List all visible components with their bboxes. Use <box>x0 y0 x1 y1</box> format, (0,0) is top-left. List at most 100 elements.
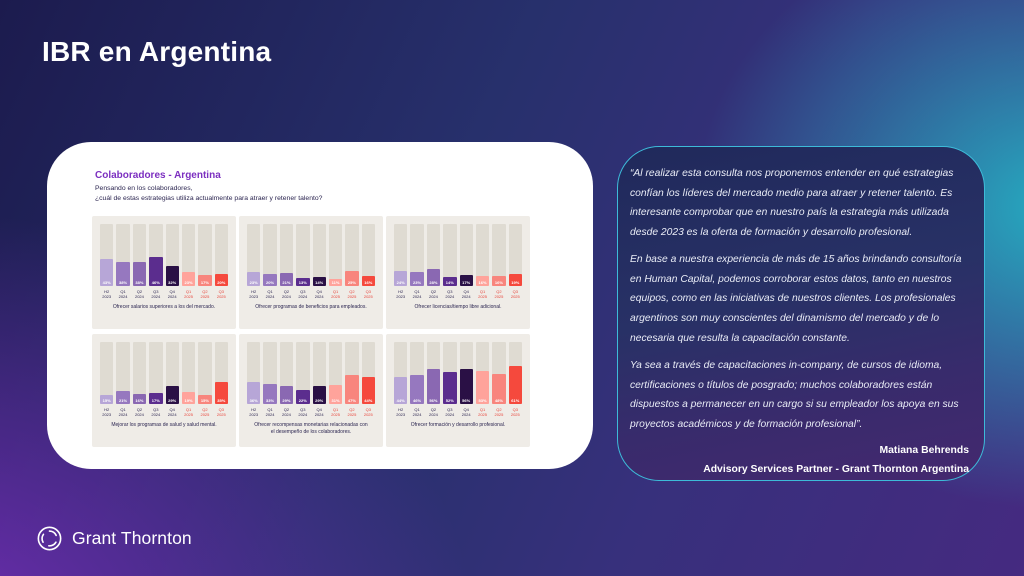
bar: 53% <box>475 371 490 404</box>
bar: 16% <box>492 276 506 286</box>
bar-value-label: 47% <box>347 398 356 403</box>
x-axis-label: Q4 2024 <box>461 407 471 417</box>
bar: 44% <box>394 376 408 404</box>
bar: 23% <box>181 271 196 286</box>
bar: 23% <box>410 271 424 286</box>
bar-track: 43% <box>100 224 114 286</box>
bar-track: 13% <box>296 224 310 286</box>
bar-value-label: 48% <box>494 398 503 403</box>
panel-subtitle-line1: Pensando en los colaboradores, <box>95 185 193 192</box>
bar-track: 15% <box>198 342 212 404</box>
bar: 20% <box>214 273 228 286</box>
bar: 19% <box>181 392 196 404</box>
bar-track: 56% <box>426 342 441 404</box>
charts-grid: 43% 38% 38% 46% 32% 23% 17% 20% H2 2023 Q1 2024 Q2 20… <box>92 216 530 447</box>
x-axis-label: Q2 2025 <box>494 407 504 417</box>
bar: 46% <box>410 375 424 404</box>
x-axis-label: Q3 2024 <box>151 407 161 417</box>
bar-value-label: 28% <box>429 280 438 285</box>
x-axis-label: Q3 2024 <box>298 407 308 417</box>
bar: 56% <box>426 369 441 404</box>
bar: 15% <box>198 394 212 404</box>
bar-value-label: 15% <box>200 398 209 403</box>
bar-track: 52% <box>443 342 457 404</box>
quote-author-role: Advisory Services Partner - Grant Thornt… <box>703 463 969 475</box>
bar-value-label: 46% <box>413 398 422 403</box>
bar-track: 19% <box>508 224 522 286</box>
bar: 21% <box>116 390 130 404</box>
bar: 29% <box>312 386 326 404</box>
x-axis-label: Q3 2025 <box>216 289 226 299</box>
x-axis-labels: H2 2023 Q1 2024 Q2 2024 Q3 2024 Q4 2024 Q1 2025 Q2 20… <box>247 289 375 299</box>
bar-track: 24% <box>394 224 408 286</box>
x-axis-labels: H2 2023 Q1 2024 Q2 2024 Q3 2024 Q4 2024 Q1 2025 Q2 20… <box>394 289 522 299</box>
bar-track: 17% <box>198 224 212 286</box>
bar: 46% <box>149 257 163 286</box>
bar-track: 14% <box>312 224 326 286</box>
x-axis-label: Q2 2025 <box>347 289 357 299</box>
chart-caption: Ofrecer salarios superiores a los del me… <box>112 304 216 310</box>
bar-track: 16% <box>132 342 147 404</box>
bar-track: 15% <box>100 342 114 404</box>
bar-value-label: 29% <box>315 398 324 403</box>
x-axis-label: Q1 2024 <box>265 289 275 299</box>
bar-value-label: 44% <box>396 398 405 403</box>
bar-track: 21% <box>279 224 294 286</box>
chart-caption: Mejorar los programas de salud y salud m… <box>111 422 217 428</box>
bar-track: 16% <box>361 224 375 286</box>
x-axis-label: Q2 2025 <box>494 289 504 299</box>
bar: 16% <box>475 276 490 286</box>
x-axis-label: Q3 2024 <box>445 289 455 299</box>
bar-value-label: 35% <box>217 398 226 403</box>
x-axis-label: Q1 2024 <box>412 289 422 299</box>
bar-track: 36% <box>247 342 261 404</box>
x-axis-label: Q1 2025 <box>331 407 341 417</box>
bar: 25% <box>345 270 359 286</box>
bar: 29% <box>279 386 294 404</box>
x-axis-label: Q1 2025 <box>478 407 488 417</box>
bar-value-label: 23% <box>249 280 258 285</box>
bar-value-label: 11% <box>331 280 340 285</box>
x-axis-label: Q4 2024 <box>314 289 324 299</box>
bars-area: 43% 38% 38% 46% 32% 23% 17% 20% <box>100 224 228 286</box>
bar-value-label: 56% <box>462 398 471 403</box>
x-axis-label: Q2 2024 <box>134 407 144 417</box>
bar: 19% <box>508 274 522 286</box>
x-axis-label: Q2 2024 <box>428 407 438 417</box>
bar-track: 23% <box>410 224 424 286</box>
bar-track: 32% <box>165 224 179 286</box>
x-axis-labels: H2 2023 Q1 2024 Q2 2024 Q3 2024 Q4 2024 Q1 2025 Q2 20… <box>100 289 228 299</box>
bar-value-label: 17% <box>462 280 471 285</box>
bar-track: 29% <box>312 342 326 404</box>
bar: 16% <box>361 276 375 286</box>
x-axis-labels: H2 2023 Q1 2024 Q2 2024 Q3 2024 Q4 2024 Q1 2025 Q2 20… <box>394 407 522 417</box>
bar: 29% <box>165 386 179 404</box>
bar-value-label: 14% <box>315 280 324 285</box>
bar: 52% <box>443 371 457 404</box>
panel-subtitle: Pensando en los colaboradores, ¿cuál de … <box>95 184 322 204</box>
bar-value-label: 24% <box>396 280 405 285</box>
x-axis-label: Q3 2025 <box>363 289 373 299</box>
bar-value-label: 21% <box>119 398 128 403</box>
bar: 17% <box>459 275 473 286</box>
x-axis-label: Q4 2024 <box>167 407 177 417</box>
brand-logo-text: Grant Thornton <box>72 528 192 548</box>
x-axis-label: Q1 2024 <box>118 289 128 299</box>
bar-value-label: 13% <box>298 280 307 285</box>
bar: 33% <box>263 383 277 404</box>
bar-track: 56% <box>459 342 473 404</box>
bar: 31% <box>328 384 343 404</box>
quote-paragraph-3: Ya sea a través de capacitaciones in-com… <box>630 360 959 430</box>
bar-value-label: 29% <box>282 398 291 403</box>
bar-track: 46% <box>410 342 424 404</box>
x-axis-labels: H2 2023 Q1 2024 Q2 2024 Q3 2024 Q4 2024 Q1 2025 Q2 20… <box>100 407 228 417</box>
bar-value-label: 23% <box>413 280 422 285</box>
bar-track: 16% <box>492 224 506 286</box>
chart-tile-4: 15% 21% 16% 17% 29% 19% 15% 35% H2 2023 Q1 2024 Q2 20… <box>92 334 236 447</box>
x-axis-label: Q3 2024 <box>151 289 161 299</box>
bar-track: 17% <box>459 224 473 286</box>
x-axis-label: Q2 2024 <box>134 289 144 299</box>
chart-caption: Ofrecer licencias/tiempo libre adicional… <box>414 304 502 310</box>
page-title: IBR en Argentina <box>42 36 272 67</box>
bars-area: 36% 33% 29% 22% 29% 31% 47% 44% <box>247 342 375 404</box>
